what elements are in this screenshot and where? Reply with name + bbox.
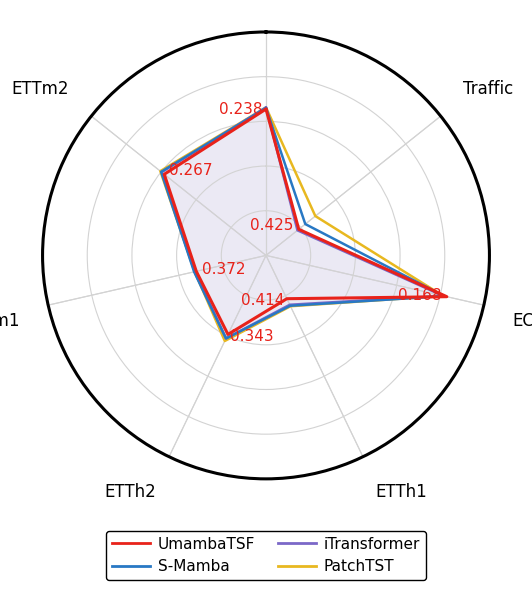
Text: ECL: ECL — [512, 312, 532, 330]
Text: 0.238: 0.238 — [219, 102, 263, 117]
Text: 0.425: 0.425 — [251, 218, 294, 233]
Legend: UmambaTSF, S-Mamba, iTransformer, PatchTST: UmambaTSF, S-Mamba, iTransformer, PatchT… — [106, 530, 426, 580]
Text: ETTh2: ETTh2 — [105, 483, 156, 501]
Text: Weather: Weather — [231, 0, 301, 3]
Text: 0.343: 0.343 — [230, 330, 274, 345]
Text: ETTm2: ETTm2 — [11, 80, 69, 98]
Text: ETTh1: ETTh1 — [376, 483, 427, 501]
Text: ETTm1: ETTm1 — [0, 312, 20, 330]
Text: 0.414: 0.414 — [241, 293, 284, 308]
Text: Traffic: Traffic — [463, 80, 514, 98]
Polygon shape — [162, 108, 443, 339]
Text: 0.372: 0.372 — [202, 263, 246, 277]
Text: 0.168: 0.168 — [398, 288, 442, 303]
Text: 0.267: 0.267 — [169, 163, 213, 178]
